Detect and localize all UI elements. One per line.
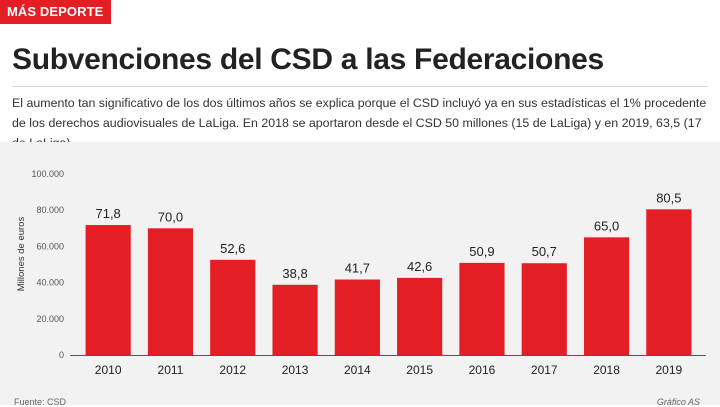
y-tick-label: 0 (59, 350, 64, 360)
y-tick-label: 40.000 (36, 278, 64, 288)
y-axis-label: Millones de euros (16, 217, 27, 292)
x-tick-label: 2015 (406, 363, 433, 377)
value-label: 65,0 (594, 218, 619, 233)
y-tick-label: 20.000 (36, 314, 64, 324)
bar-2010 (85, 225, 131, 355)
bar-2016 (459, 262, 505, 355)
bar-2018 (583, 237, 630, 355)
value-label: 42,6 (407, 259, 432, 274)
x-tick-label: 2011 (158, 363, 184, 377)
value-label: 41,7 (345, 261, 370, 276)
section-tag[interactable]: MÁS DEPORTE (0, 0, 112, 24)
graphic-credit: Gráfico AS (656, 397, 700, 407)
bar-2015 (397, 277, 443, 355)
source-note: Fuente: CSD (14, 397, 67, 407)
value-label: 71,8 (95, 206, 120, 221)
bar-chart: Millones de euros 0 20.000 40.000 60.000 80.… (16, 169, 706, 377)
bar-2014 (334, 279, 380, 355)
value-labels: 71,8 70,0 52,6 38,8 41,7 42,6 50,9 50,7 65,0 80,5 (95, 190, 681, 280)
bar-2013 (272, 284, 318, 355)
x-tick-label: 2010 (95, 363, 122, 377)
value-label: 38,8 (282, 266, 307, 281)
value-label: 70,0 (158, 209, 183, 224)
x-tick-label: 2014 (344, 363, 371, 377)
page-title: Subvenciones del CSD a las Federaciones (12, 43, 604, 76)
x-tick-label: 2012 (219, 363, 246, 377)
title-divider (12, 86, 708, 87)
bar-2012 (210, 259, 256, 355)
value-label: 50,9 (469, 244, 494, 259)
value-label: 80,5 (656, 190, 681, 205)
bars-group (85, 209, 692, 355)
bar-2017 (521, 263, 567, 355)
value-label: 50,7 (532, 244, 557, 259)
y-tick-label: 100.000 (31, 169, 64, 179)
bar-2019 (646, 209, 692, 355)
x-tick-label: 2013 (282, 363, 309, 377)
x-tick-label: 2017 (531, 363, 558, 377)
value-label: 52,6 (220, 241, 245, 256)
y-tick-label: 80.000 (36, 205, 64, 215)
x-axis-ticks: 2010 2011 2012 2013 2014 2015 2016 2017 2018 2019 (95, 363, 683, 377)
chart-panel: Millones de euros 0 20.000 40.000 60.000 80.… (0, 142, 720, 405)
x-tick-label: 2018 (593, 363, 620, 377)
bar-2011 (147, 228, 194, 355)
y-axis-ticks: 0 20.000 40.000 60.000 80.000 100.000 (31, 169, 64, 360)
x-tick-label: 2019 (655, 363, 682, 377)
y-tick-label: 60.000 (36, 241, 64, 251)
x-tick-label: 2016 (469, 363, 496, 377)
